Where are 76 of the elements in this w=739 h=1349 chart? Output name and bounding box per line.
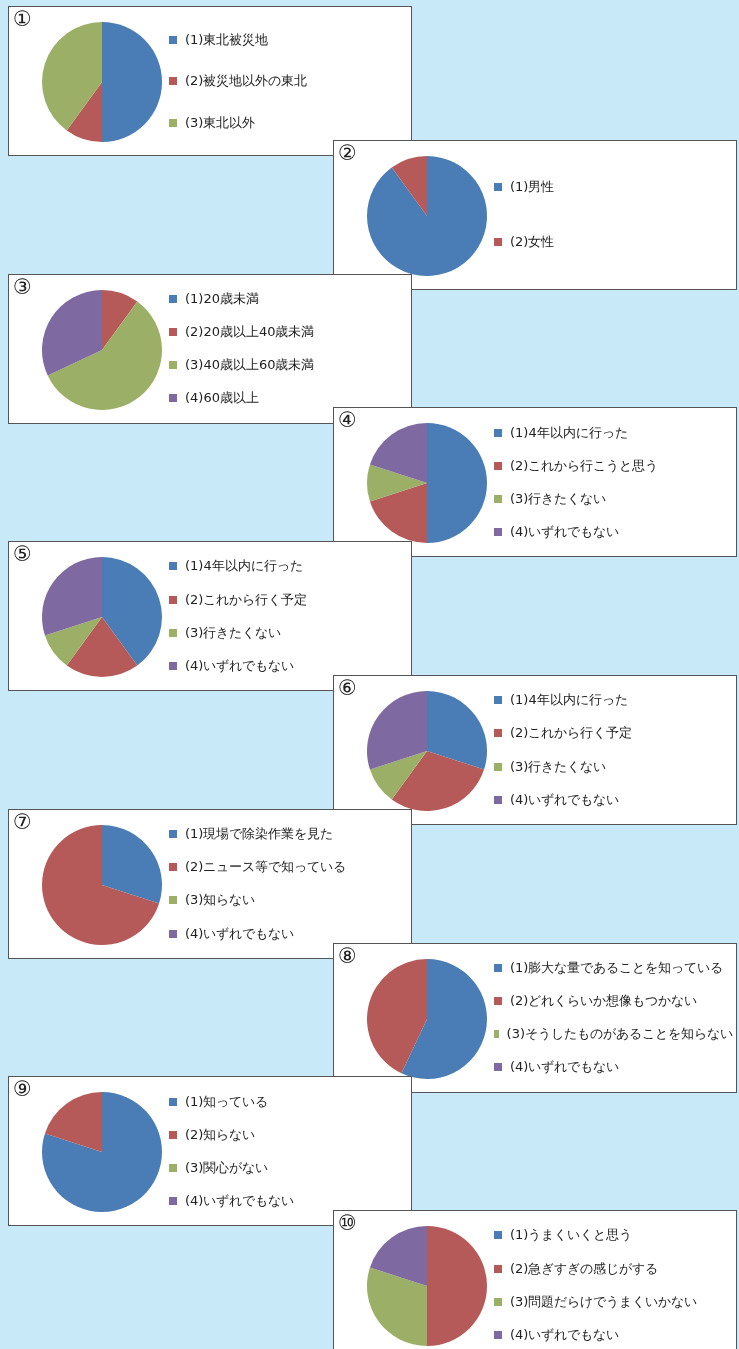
- legend-label: (1)男性: [510, 178, 555, 197]
- pie-slice: [102, 824, 162, 904]
- legend-label: (1)現場で除染作業を見た: [185, 825, 334, 843]
- chart-title: ⑥: [338, 676, 357, 700]
- pie-slice: [44, 1092, 102, 1153]
- legend-label: (4)いずれでもない: [185, 924, 295, 943]
- legend-label: (2)女性: [510, 233, 555, 252]
- pie-slice: [102, 557, 162, 666]
- pie-slice: [367, 464, 427, 502]
- legend-label: (3)関心がない: [185, 1158, 269, 1177]
- legend-label: (4)いずれでもない: [185, 656, 295, 675]
- legend-label: (4)いずれでもない: [185, 1192, 295, 1211]
- pie-slice: [427, 691, 487, 770]
- chart-title: ⑧: [338, 943, 357, 968]
- pie-slice: [369, 423, 427, 484]
- legend-label: (2)これから行く予定: [510, 724, 633, 743]
- pie-slice: [47, 301, 162, 410]
- legend-label: (1)20歳未満: [185, 289, 259, 308]
- legend-label: (4)60歳以上: [185, 389, 259, 408]
- pie-slice: [102, 289, 138, 350]
- pie-slice: [367, 691, 427, 770]
- chart-title: ②: [338, 140, 357, 165]
- pie-slice: [427, 423, 487, 544]
- legend-label: (4)いずれでもない: [510, 1325, 620, 1344]
- pie-slice: [44, 617, 102, 666]
- legend-label: (1)4年以内に行った: [510, 691, 628, 710]
- legend-label: (1)4年以内に行った: [185, 557, 303, 576]
- legend-label: (1)膨大な量であることを知っている: [510, 958, 724, 977]
- pie-slice: [369, 1226, 427, 1287]
- legend-label: (2)被災地以外の東北: [185, 72, 308, 90]
- pie-slice: [427, 1226, 487, 1347]
- pie-slice: [102, 22, 162, 142]
- pie-slice: [367, 958, 427, 1073]
- legend-label: (3)行きたくない: [510, 757, 607, 776]
- legend-label: (2)ニュース等で知っている: [185, 858, 347, 877]
- legend-label: (4)いずれでもない: [510, 1058, 620, 1077]
- pie-slice: [42, 1092, 162, 1213]
- chart-title: ⑤: [13, 542, 32, 567]
- chart-title: ①: [13, 7, 32, 31]
- pie-slice: [367, 1267, 427, 1347]
- chart-title: ④: [338, 408, 357, 433]
- pie-slice: [367, 155, 487, 276]
- chart-title: ⑩: [338, 1211, 357, 1236]
- pie-slice: [401, 958, 487, 1079]
- pie-slice: [391, 155, 427, 216]
- pie-slice: [42, 824, 160, 945]
- legend-label: (2)どれくらいか想像もつかない: [510, 991, 698, 1010]
- legend-label: (2)これから行く予定: [185, 590, 308, 609]
- legend-label: (3)行きたくない: [510, 489, 607, 508]
- pie-slice: [391, 751, 485, 811]
- legend-label: (2)20歳以上40歳未満: [185, 322, 315, 341]
- pie-slice: [369, 751, 427, 800]
- legend-label: (1)4年以内に行った: [510, 423, 628, 442]
- legend-label: (4)いずれでもない: [510, 523, 620, 542]
- pie-slice: [42, 22, 102, 131]
- pie-slice: [66, 617, 138, 678]
- pie-slice: [66, 82, 102, 142]
- legend-label: (3)40歳以上60歳未満: [185, 356, 315, 375]
- legend-label: (3)知らない: [185, 891, 256, 910]
- legend-label: (2)急ぎすぎの感じがする: [510, 1259, 659, 1278]
- legend-label: (3)そうしたものがあることを知らない: [506, 1025, 733, 1044]
- legend-label: (1)東北被災地: [185, 30, 269, 49]
- legend-label: (2)知らない: [185, 1125, 256, 1144]
- legend-label: (3)東北以外: [185, 113, 256, 132]
- chart-title: ⑦: [13, 809, 32, 834]
- chart-title: ③: [13, 274, 32, 299]
- legend-label: (1)知っている: [185, 1092, 269, 1111]
- legend-label: (1)うまくいくと思う: [510, 1226, 633, 1245]
- legend-label: (3)行きたくない: [185, 623, 282, 642]
- pie-slice: [42, 289, 102, 376]
- legend-label: (4)いずれでもない: [510, 790, 620, 809]
- legend-label: (3)問題だらけでうまくいかない: [510, 1292, 698, 1311]
- legend-label: (2)これから行こうと思う: [510, 456, 659, 475]
- pie-slice: [42, 557, 102, 636]
- chart-title: ⑨: [13, 1077, 32, 1102]
- pie-slice: [369, 483, 427, 544]
